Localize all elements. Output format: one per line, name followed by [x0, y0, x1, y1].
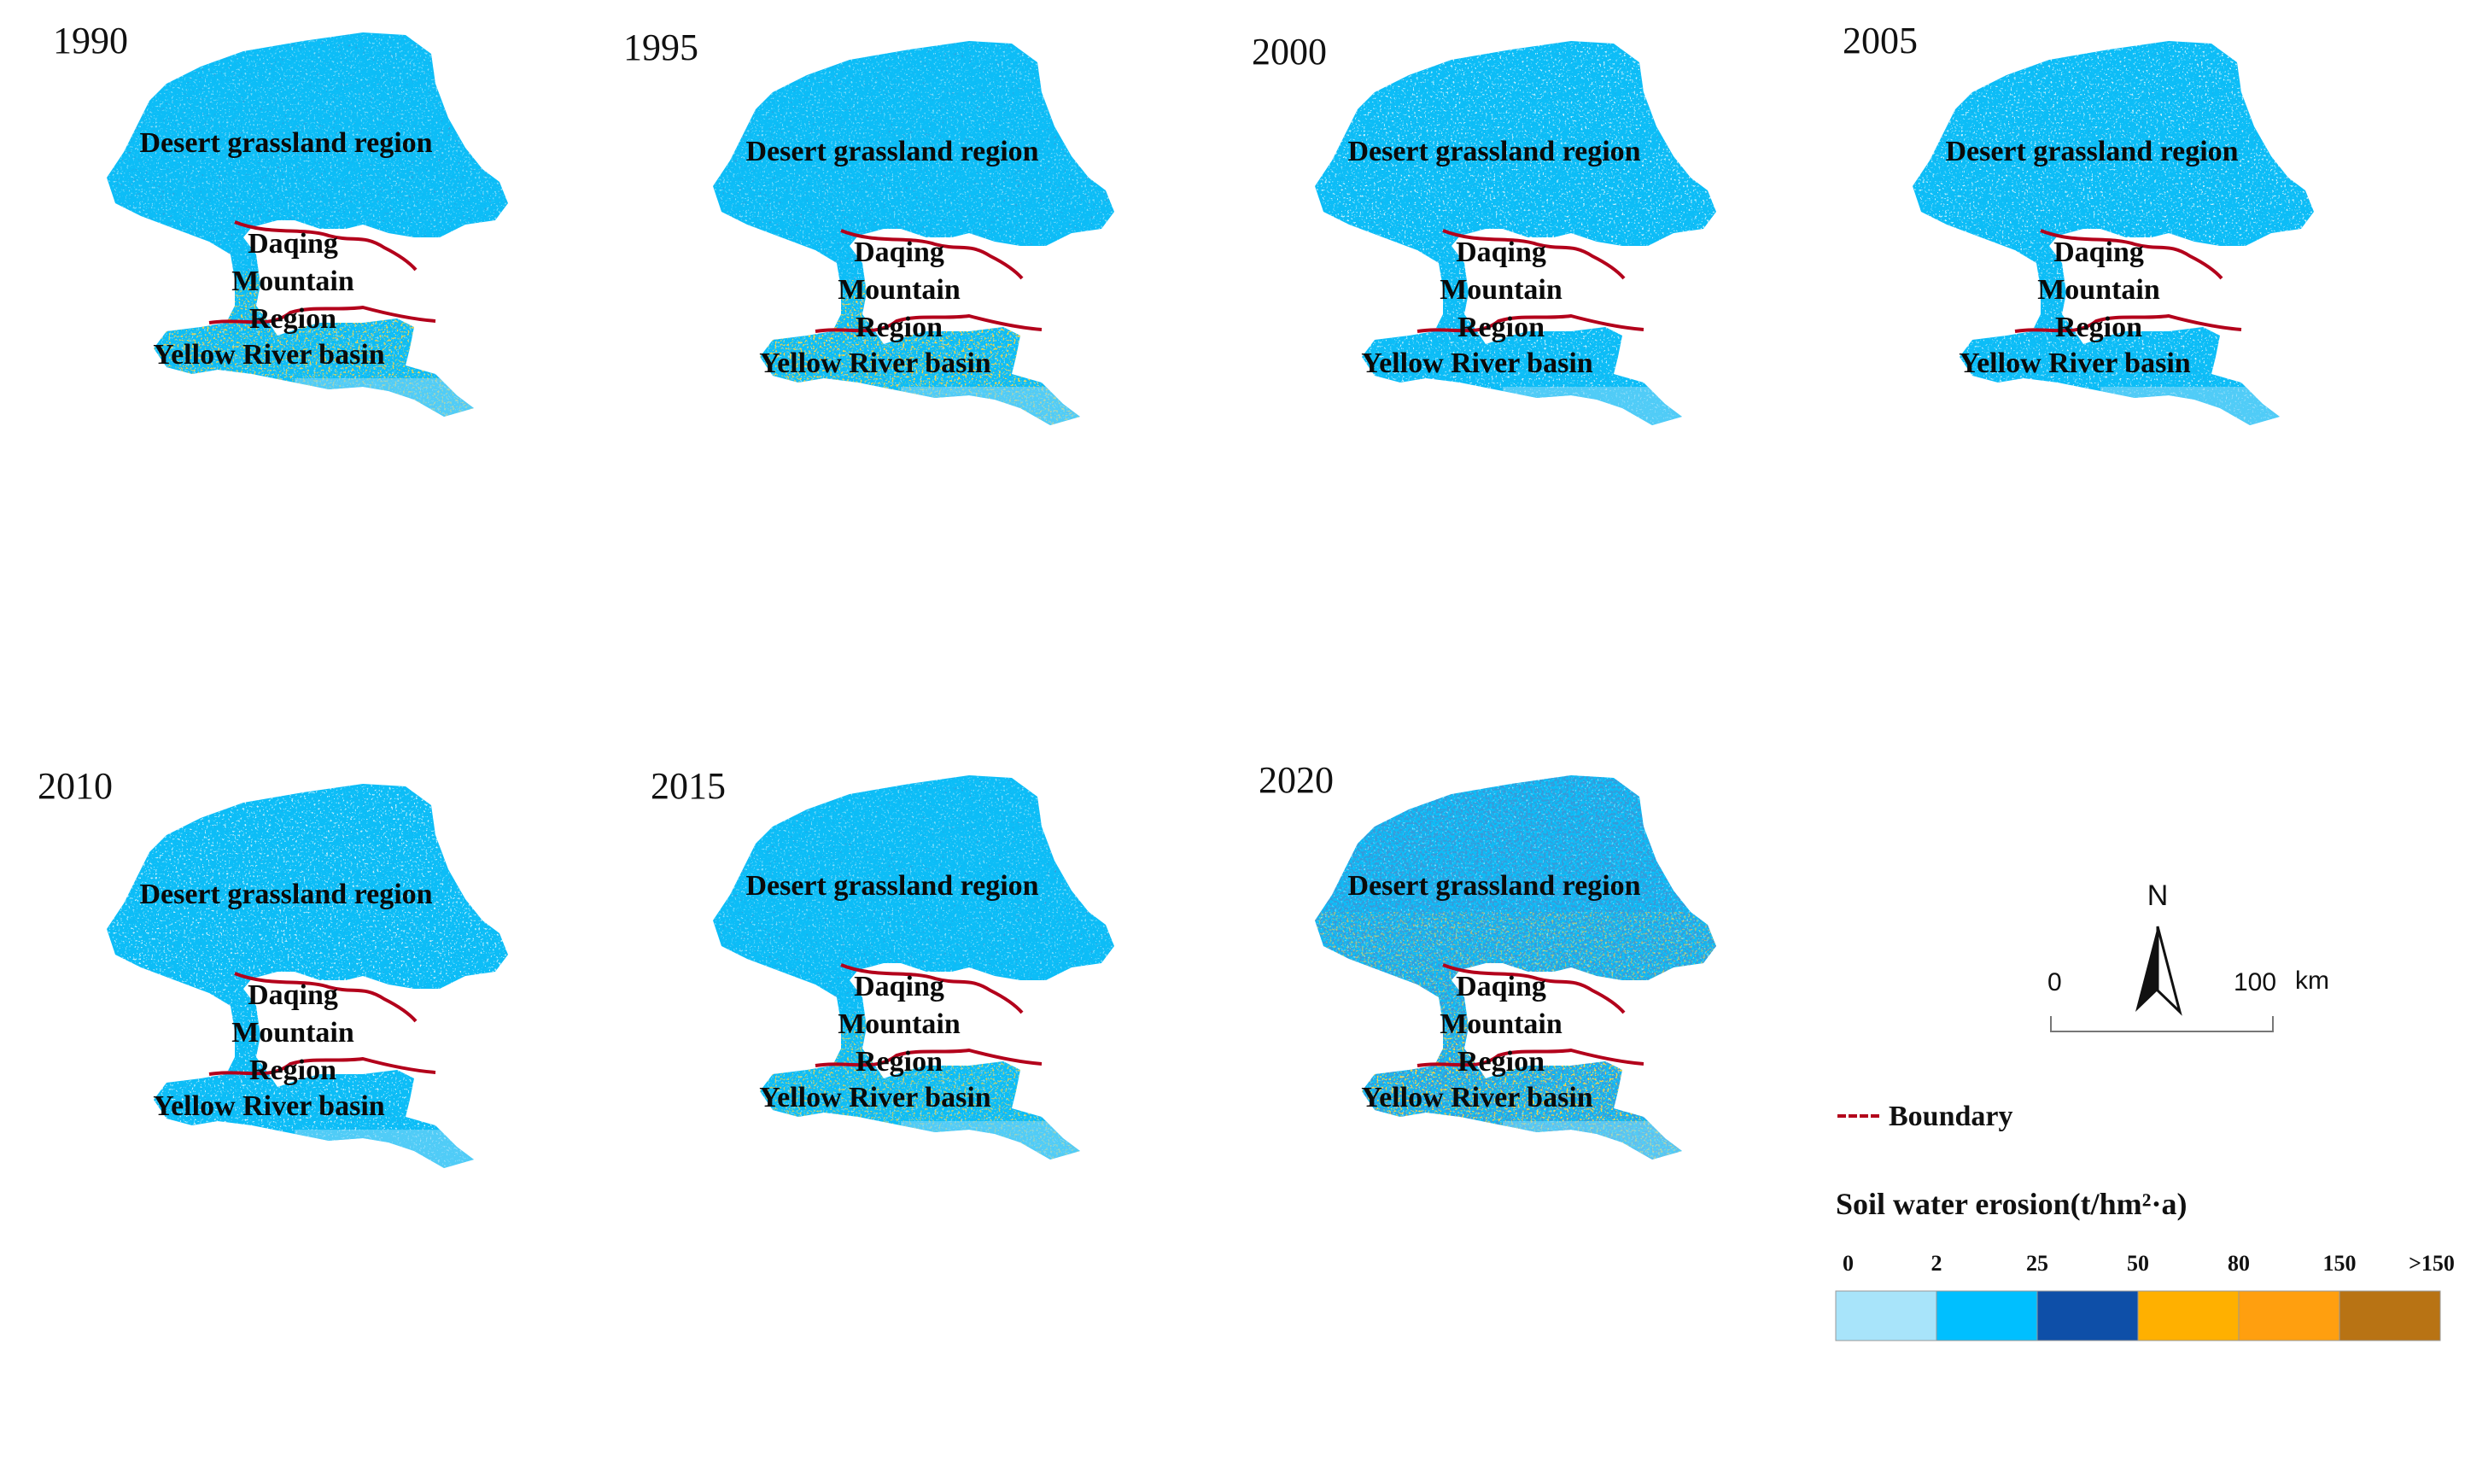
region-label-desert: Desert grassland region — [1347, 870, 1640, 902]
legend-break-label: 80 — [2228, 1251, 2250, 1276]
region-label-river: Yellow River basin — [759, 348, 990, 379]
region-label-mountain: Region — [249, 303, 336, 335]
region-label-mountain: Region — [856, 1046, 943, 1078]
region-label-mountain: Daqing — [248, 979, 338, 1011]
scale-line — [2050, 1016, 2274, 1032]
region-label-mountain: Mountain — [838, 1008, 961, 1040]
legend-swatch — [2339, 1290, 2441, 1341]
erosion-legend: Soil water erosion(t/hm²·a) 0 2 25 50 80 150 >… — [1835, 1187, 2455, 1341]
region-label-mountain: Region — [856, 312, 943, 343]
map-year-label: 1990 — [53, 20, 128, 61]
map-panel-2005: 2005 Desert grassland region Daqing Mountai… — [1843, 20, 2314, 425]
region-boundary — [208, 305, 436, 324]
map-year-label: 2010 — [38, 765, 113, 807]
legend-swatch — [2137, 1290, 2240, 1341]
region-label-mountain: Mountain — [2037, 274, 2160, 306]
region-boundary — [815, 313, 1043, 333]
region-label-mountain: Region — [1457, 1046, 1545, 1078]
region-label-mountain: Region — [1457, 312, 1545, 343]
boundary-label: Boundary — [1889, 1101, 2013, 1132]
map-panel-2000: 2000 Desert grassland region Daqing Mountai… — [1252, 31, 1716, 425]
region-label-mountain: Mountain — [1440, 274, 1563, 306]
region-label-mountain: Daqing — [1456, 237, 1546, 268]
region-boundary — [1416, 313, 1644, 333]
region-label-river: Yellow River basin — [1361, 348, 1592, 379]
legend-break-label: 25 — [2026, 1251, 2048, 1276]
region-label-river: Yellow River basin — [153, 1090, 384, 1122]
region-label-river: Yellow River basin — [153, 339, 384, 371]
map-panel-2020: 2020 Desert grassland region Daqing Mountai… — [1259, 759, 1716, 1160]
region-label-desert: Desert grassland region — [745, 870, 1038, 902]
scale-start: 0 — [2047, 968, 2062, 996]
erosion-legend-title: Soil water erosion(t/hm²·a) — [1836, 1187, 2187, 1221]
north-arrow-icon — [2135, 926, 2158, 1012]
boundary-legend: Boundary — [1837, 1101, 2013, 1132]
region-label-mountain: Daqing — [854, 971, 944, 1002]
scale-unit: km — [2295, 967, 2329, 995]
region-label-mountain: Daqing — [854, 237, 944, 268]
map-panel-1995: 1995 Desert grassland region Daqing Mountai… — [623, 26, 1114, 425]
region-label-mountain: Mountain — [231, 266, 354, 297]
region-boundary — [1416, 1048, 1644, 1067]
region-label-desert: Desert grassland region — [1945, 136, 2238, 167]
region-boundary — [208, 1056, 436, 1076]
region-label-mountain: Mountain — [231, 1017, 354, 1049]
region-label-river: Yellow River basin — [1959, 348, 2190, 379]
region-boundary — [1442, 229, 1626, 280]
region-label-mountain: Mountain — [838, 274, 961, 306]
region-boundary — [1442, 963, 1626, 1014]
region-boundary — [840, 963, 1024, 1014]
region-label-river: Yellow River basin — [759, 1082, 990, 1113]
map-panel-2010: 2010 Desert grassland region Daqing Mountai… — [38, 765, 508, 1168]
north-arrow: N — [2135, 879, 2182, 1016]
north-arrow-label: N — [2147, 879, 2169, 912]
region-label-desert: Desert grassland region — [139, 127, 432, 159]
region-boundary — [840, 229, 1024, 280]
scale-end: 100 — [2234, 968, 2276, 996]
region-boundary — [2014, 313, 2242, 333]
region-boundary — [234, 220, 418, 272]
legend-break-label: >150 — [2409, 1251, 2455, 1276]
region-label-mountain: Daqing — [2053, 237, 2144, 268]
map-year-label: 2000 — [1252, 31, 1327, 73]
region-label-desert: Desert grassland region — [1347, 136, 1640, 167]
region-boundary — [234, 972, 418, 1023]
region-boundary — [2040, 229, 2223, 280]
legend-swatch — [1835, 1290, 1937, 1341]
map-year-label: 2020 — [1259, 759, 1334, 801]
region-label-mountain: Region — [2055, 312, 2142, 343]
legend-break-label: 150 — [2323, 1251, 2357, 1276]
region-label-desert: Desert grassland region — [745, 136, 1038, 167]
legend-swatch — [2238, 1290, 2340, 1341]
map-panel-1990: 1990 Desert grassland region Daqing Mountai… — [53, 20, 508, 417]
legend-break-label: 2 — [1931, 1251, 1942, 1276]
legend-break-label: 0 — [1843, 1251, 1854, 1276]
region-label-mountain: Daqing — [248, 228, 338, 260]
map-year-label: 1995 — [623, 26, 698, 68]
region-label-river: Yellow River basin — [1361, 1082, 1592, 1113]
scale-bar: 0 100 km — [2047, 967, 2329, 1032]
legend-break-label: 50 — [2127, 1251, 2149, 1276]
region-label-mountain: Mountain — [1440, 1008, 1563, 1040]
map-panel-2015: 2015 Desert grassland region Daqing Mountai… — [651, 765, 1114, 1160]
region-boundary — [815, 1048, 1043, 1067]
legend-swatch — [2036, 1290, 2139, 1341]
legend-swatch — [1936, 1290, 2038, 1341]
map-year-label: 2005 — [1843, 20, 1918, 61]
map-year-label: 2015 — [651, 765, 726, 807]
region-label-mountain: Region — [249, 1055, 336, 1086]
region-label-desert: Desert grassland region — [139, 879, 432, 910]
region-label-mountain: Daqing — [1456, 971, 1546, 1002]
